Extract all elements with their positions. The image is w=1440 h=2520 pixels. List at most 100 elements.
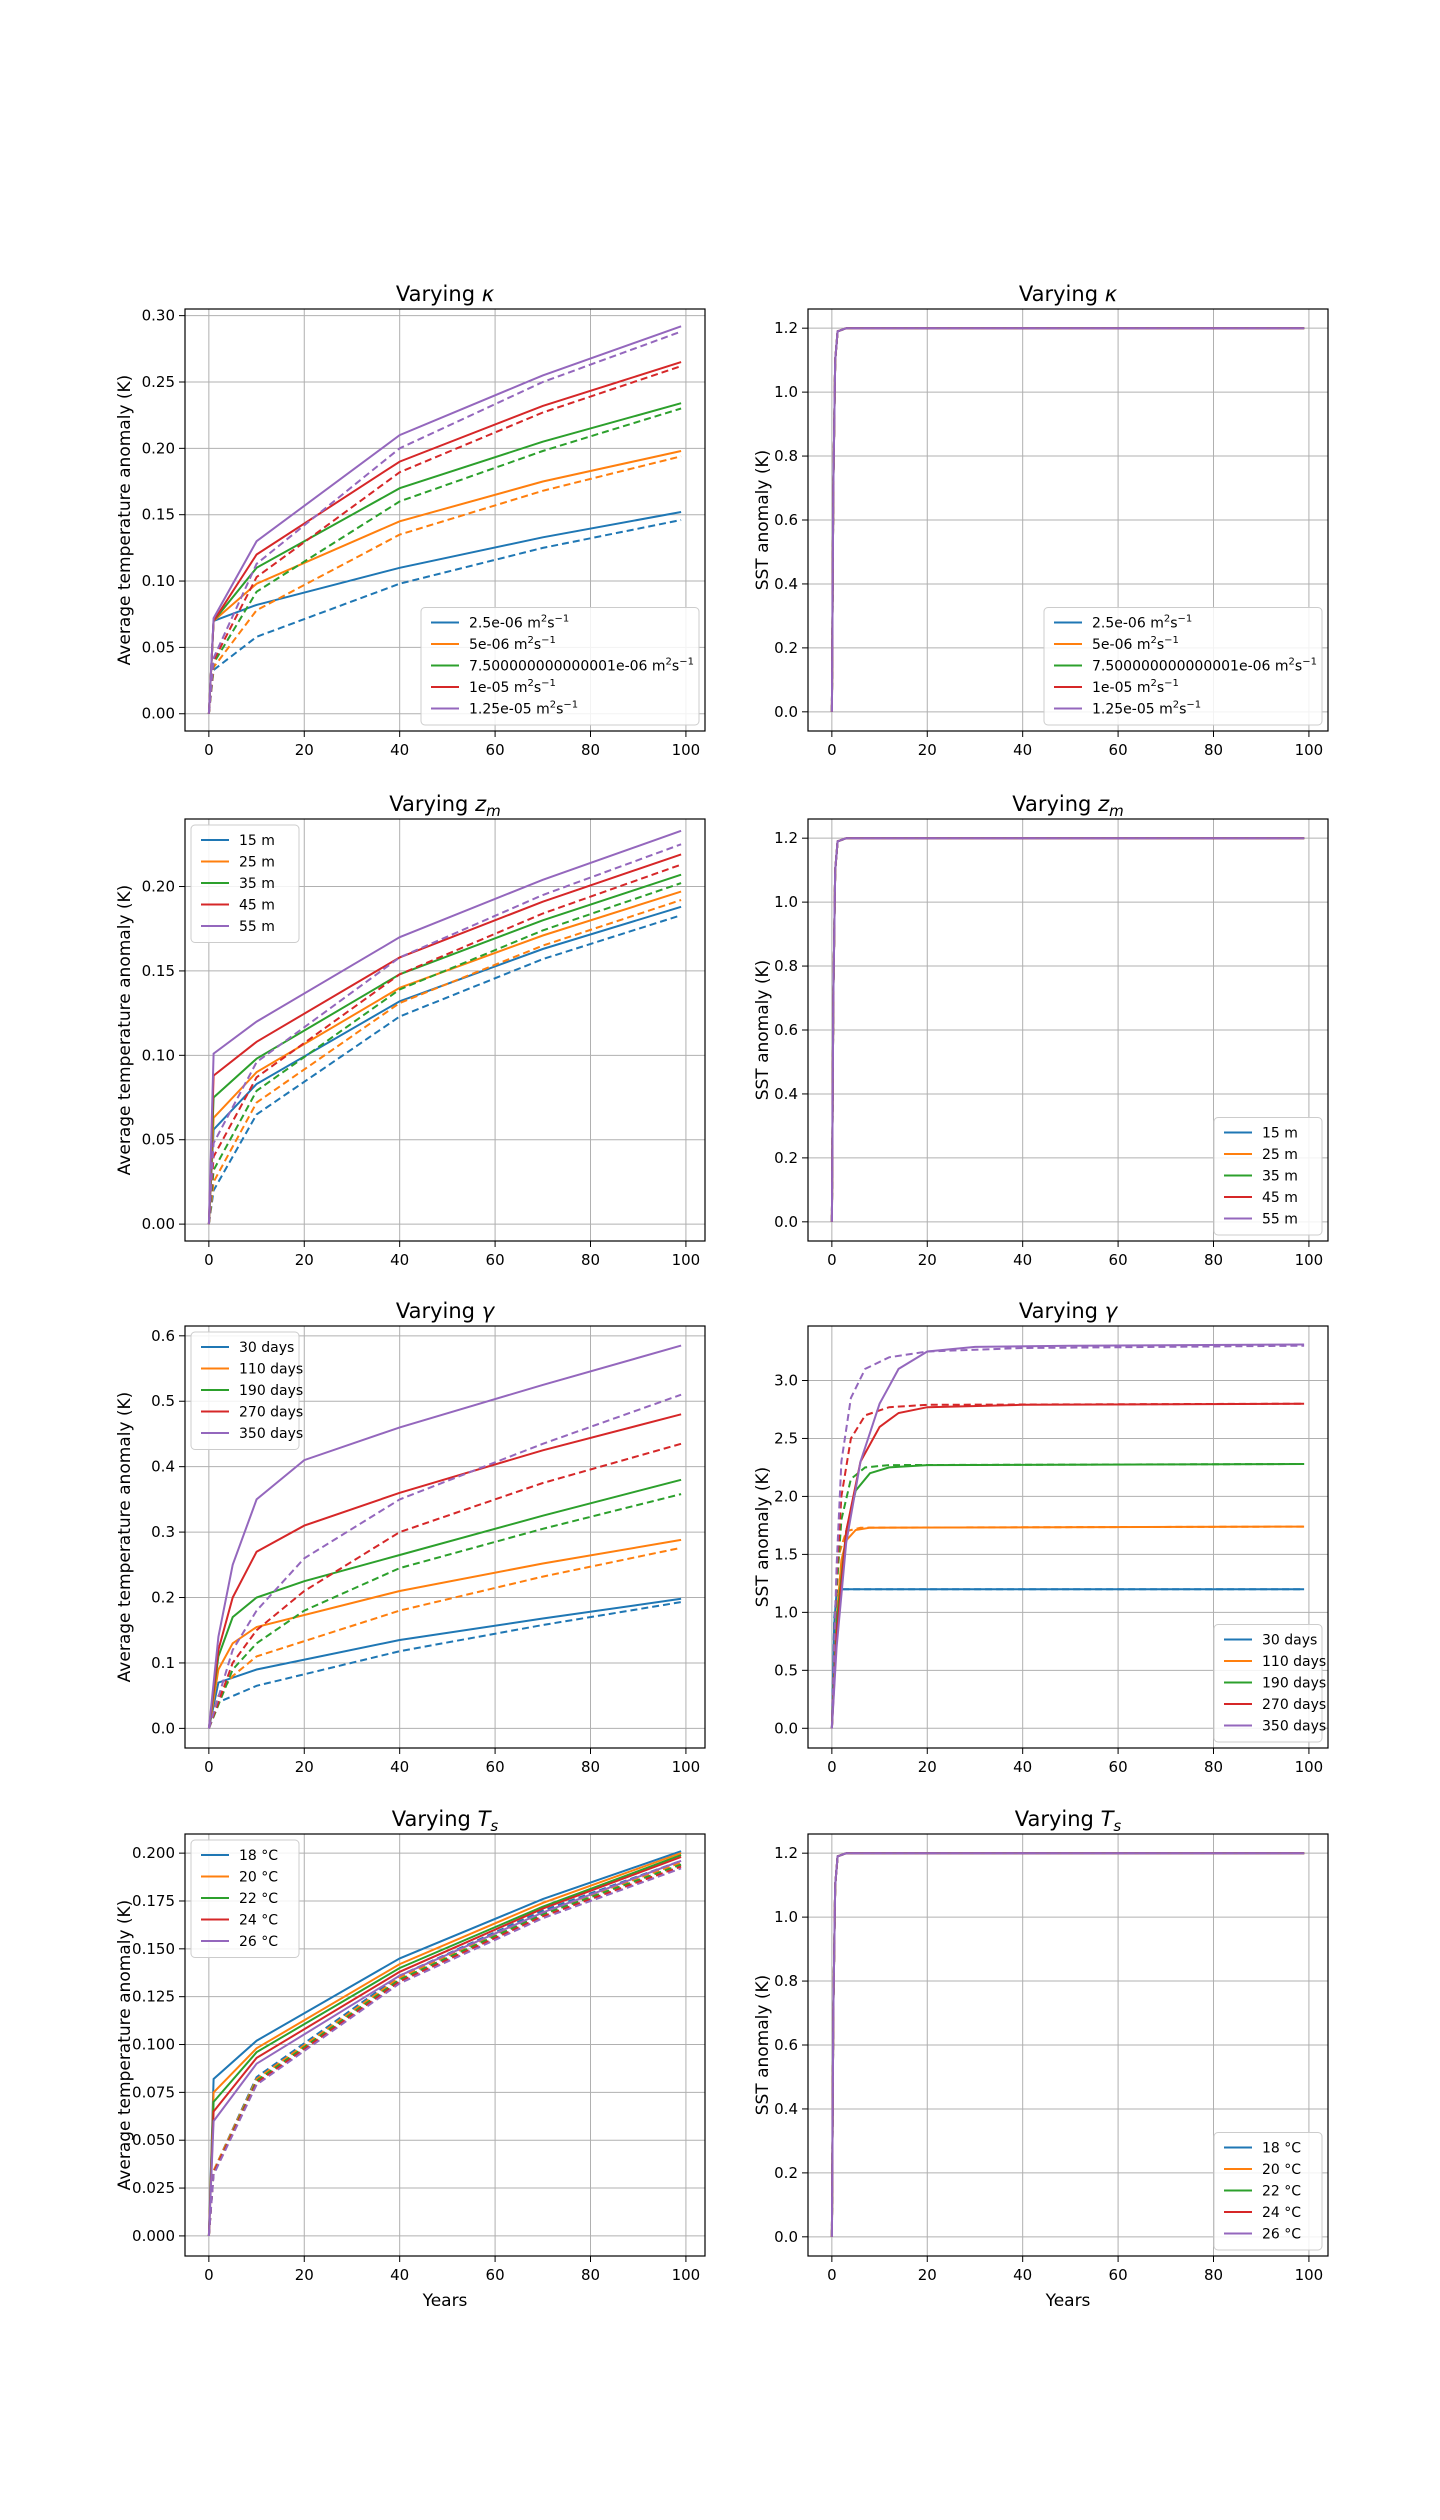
x-tick-label: 0 bbox=[204, 741, 214, 759]
legend-box bbox=[190, 824, 300, 943]
y-tick-label: 1.0 bbox=[774, 893, 798, 911]
legend-label: 1e-05 m2s−1 bbox=[469, 678, 556, 696]
legend-label: 190 days bbox=[1262, 1676, 1326, 1692]
y-tick-label: 0.0 bbox=[774, 1719, 798, 1737]
y-tick-label: 0.6 bbox=[774, 1021, 798, 1039]
x-tick-label: 60 bbox=[486, 741, 505, 759]
x-tick-label: 100 bbox=[672, 741, 701, 759]
y-axis-label: Average temperature anomaly (K) bbox=[115, 1900, 135, 2191]
series-line-dashed bbox=[207, 1442, 682, 1729]
x-tick-label: 80 bbox=[581, 1758, 600, 1776]
x-tick-label: 100 bbox=[672, 1251, 701, 1269]
y-tick-label: 1.0 bbox=[774, 383, 798, 401]
x-tick-label: 20 bbox=[295, 2266, 314, 2284]
y-axis-label: SST anomaly (K) bbox=[753, 1975, 773, 2116]
x-tick-label: 20 bbox=[295, 1758, 314, 1776]
legend-box bbox=[190, 1331, 300, 1450]
y-tick-label: 0.05 bbox=[142, 1131, 175, 1149]
legend-label: 35 m bbox=[239, 876, 275, 892]
legend-label: 350 days bbox=[1262, 1719, 1326, 1735]
x-tick-label: 0 bbox=[204, 1251, 214, 1269]
legend-label: 1e-05 m2s−1 bbox=[1092, 678, 1179, 696]
x-tick-label: 100 bbox=[1295, 1758, 1324, 1776]
x-tick-label: 20 bbox=[918, 1758, 937, 1776]
axes-frame bbox=[807, 1325, 1329, 1749]
x-tick-label: 100 bbox=[1295, 2266, 1324, 2284]
chart-title: Varying κ bbox=[396, 282, 495, 306]
x-tick-label: 100 bbox=[1295, 741, 1324, 759]
y-tick-label: 0.4 bbox=[774, 575, 798, 593]
legend-label: 110 days bbox=[1262, 1654, 1326, 1670]
x-tick-label: 60 bbox=[1109, 2266, 1128, 2284]
series-line-dashed bbox=[207, 1393, 682, 1729]
legend-label: 18 °C bbox=[1262, 2141, 1301, 2157]
x-tick-label: 60 bbox=[1109, 741, 1128, 759]
legend-label: 45 m bbox=[1262, 1190, 1298, 1206]
chart-panel: 0 20 40 60 80 100 0.00 0.05 0.10 0.15 0.20 Varying … bbox=[115, 792, 706, 1269]
series-line-solid bbox=[207, 1859, 682, 2236]
x-tick-label: 60 bbox=[486, 2266, 505, 2284]
series-line-solid bbox=[830, 1402, 1305, 1729]
x-tick-label: 100 bbox=[1295, 1251, 1324, 1269]
legend-label: 190 days bbox=[239, 1383, 303, 1399]
x-tick-label: 80 bbox=[581, 741, 600, 759]
x-tick-label: 80 bbox=[581, 1251, 600, 1269]
series-group bbox=[830, 327, 1305, 712]
series-line-dashed bbox=[207, 1859, 682, 2236]
y-tick-label: 0.075 bbox=[132, 2083, 175, 2101]
legend-label: 55 m bbox=[239, 919, 275, 935]
legend-label: 1.25e-05 m2s−1 bbox=[469, 700, 578, 718]
y-tick-label: 1.2 bbox=[774, 1844, 798, 1862]
legend-label: 24 °C bbox=[239, 1913, 278, 1929]
legend-label: 45 m bbox=[239, 898, 275, 914]
legend-label: 110 days bbox=[239, 1362, 303, 1378]
y-tick-label: 0.4 bbox=[774, 1085, 798, 1103]
y-tick-label: 0.3 bbox=[151, 1523, 175, 1541]
legend-label: 5e-06 m2s−1 bbox=[469, 635, 556, 653]
chart-panel: 0 20 40 60 80 100 0.0 0.2 0.4 0.6 0.8 1.0 1.2 Varying… bbox=[753, 792, 1329, 1269]
series-line-solid bbox=[830, 1343, 1305, 1729]
legend-label: 270 days bbox=[239, 1405, 303, 1421]
series-group bbox=[207, 829, 682, 1225]
x-tick-label: 80 bbox=[1204, 741, 1223, 759]
x-tick-label: 60 bbox=[1109, 1251, 1128, 1269]
y-tick-label: 0.20 bbox=[142, 878, 175, 896]
y-axis-label: Average temperature anomaly (K) bbox=[115, 1392, 135, 1683]
x-tick-label: 0 bbox=[827, 2266, 837, 2284]
y-tick-label: 0.2 bbox=[774, 639, 798, 657]
legend-box bbox=[1213, 1117, 1323, 1236]
x-tick-label: 60 bbox=[486, 1251, 505, 1269]
series-line-dashed bbox=[207, 899, 682, 1225]
x-tick-label: 20 bbox=[918, 2266, 937, 2284]
y-tick-label: 0.30 bbox=[142, 307, 175, 325]
x-tick-label: 40 bbox=[390, 1251, 409, 1269]
y-tick-label: 0.100 bbox=[132, 2036, 175, 2054]
legend-label: 350 days bbox=[239, 1426, 303, 1442]
legend-box bbox=[1213, 1624, 1323, 1743]
chart-title: Varying zm bbox=[1012, 792, 1123, 820]
x-tick-label: 40 bbox=[390, 741, 409, 759]
series-line-solid bbox=[207, 829, 682, 1225]
legend: 2.5e-06 m2s−1 5e-06 m2s−1 7.50000000000000… bbox=[420, 607, 700, 726]
legend-label: 15 m bbox=[1262, 1126, 1298, 1142]
legend-label: 22 °C bbox=[1262, 2184, 1301, 2200]
legend-label: 25 m bbox=[1262, 1147, 1298, 1163]
legend-label: 5e-06 m2s−1 bbox=[1092, 635, 1179, 653]
chart-panel: 0 20 40 60 80 100 0.0 0.1 0.2 0.3 0.4 0.5 0.6 Varying… bbox=[115, 1299, 706, 1776]
y-tick-label: 0.25 bbox=[142, 373, 175, 391]
series-line-dashed bbox=[207, 330, 682, 714]
series-line-dashed bbox=[207, 843, 682, 1225]
y-tick-label: 0.8 bbox=[774, 1972, 798, 1990]
y-tick-label: 0.10 bbox=[142, 572, 175, 590]
legend-label: 30 days bbox=[239, 1340, 294, 1356]
chart-title: Varying κ bbox=[1019, 282, 1118, 306]
y-tick-label: 0.4 bbox=[774, 2100, 798, 2118]
x-tick-label: 60 bbox=[1109, 1758, 1128, 1776]
legend-label: 2.5e-06 m2s−1 bbox=[1092, 614, 1192, 632]
y-tick-label: 0.025 bbox=[132, 2179, 175, 2197]
series-group bbox=[830, 1343, 1305, 1729]
axes-frame bbox=[184, 818, 706, 1242]
y-tick-label: 0.8 bbox=[774, 447, 798, 465]
series-line-solid bbox=[207, 905, 682, 1225]
